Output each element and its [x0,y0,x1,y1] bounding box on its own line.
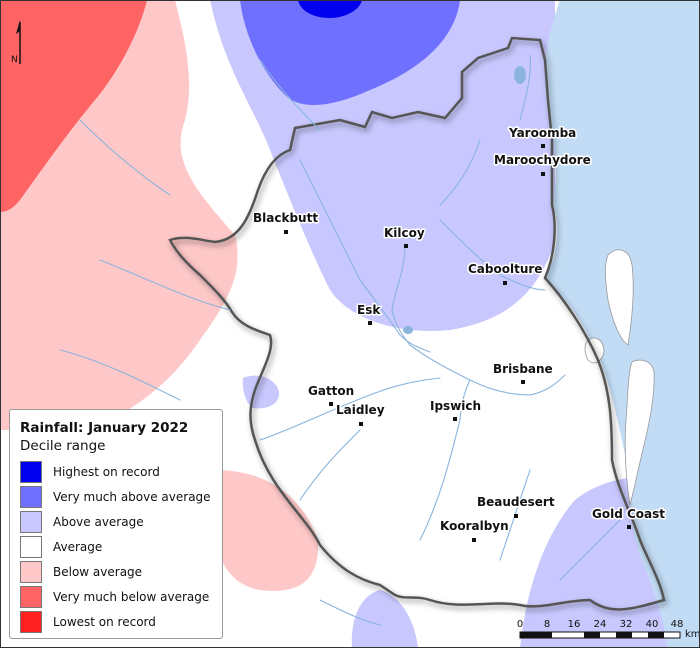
legend-item-very-much-below: Very much below average [20,584,212,609]
region-outline [168,36,666,611]
scale-bar: 0 8 16 24 32 40 48 km [517,619,700,640]
place-marker [472,538,476,542]
place-label-caboolture: Caboolture [468,262,542,276]
scale-tick-40: 40 [646,619,659,630]
legend-item-average: Average [20,534,212,559]
rivers [59,54,621,626]
place-marker [368,321,372,325]
legend-label: Highest on record [53,464,160,479]
place-label-yaroomba: Yaroomba [508,126,576,140]
place-marker [541,144,545,148]
place-label-kooralbyn: Kooralbyn [440,519,509,533]
legend-item-above: Above average [20,509,212,534]
place-marker [359,422,363,426]
scale-tick-24: 24 [594,619,607,630]
legend-item-lowest: Lowest on record [20,609,212,634]
legend-swatch [20,585,42,608]
legend-item-highest: Highest on record [20,459,212,484]
legend-swatch [20,560,42,583]
legend-item-below: Below average [20,559,212,584]
below-average-zone-southwest [212,470,319,591]
scale-unit: km [685,629,700,640]
place-marker [503,281,507,285]
legend-label: Below average [53,564,143,579]
legend-title: Rainfall: January 2022 [20,420,189,436]
place-label-kilcoy: Kilcoy [384,226,425,240]
place-label-gatton: Gatton [308,384,354,398]
legend-swatch [20,510,42,533]
legend-label: Average [53,539,103,554]
north-arrow: N [11,20,21,65]
above-average-zone-south [351,590,418,648]
place-marker [284,230,288,234]
scale-tick-32: 32 [620,619,633,630]
legend-item-very-much-above: Very much above average [20,484,212,509]
legend-subtitle: Decile range [20,438,106,454]
place-labels: Yaroomba Maroochydore Blackbutt Kilcoy C… [252,125,667,535]
island-south [624,359,655,506]
place-markers [284,144,631,542]
place-marker [521,380,525,384]
place-label-laidley: Laidley [336,403,385,417]
scale-tick-16: 16 [568,619,581,630]
place-label-ipswich: Ipswich [430,399,481,413]
legend-swatch [20,485,42,508]
place-marker [514,514,518,518]
legend-label: Lowest on record [53,614,156,629]
place-marker [329,402,333,406]
island-north [604,249,634,346]
scale-tick-48: 48 [671,619,684,630]
scale-tick-8: 8 [544,619,550,630]
legend-label: Very much below average [53,589,210,604]
legend-label: Very much above average [53,489,211,504]
place-label-beaudesert: Beaudesert [477,495,555,509]
legend-swatch [20,610,42,633]
place-label-blackbutt: Blackbutt [253,211,318,225]
legend: Rainfall: January 2022 Decile range High… [9,409,223,639]
scale-tick-0: 0 [517,619,523,630]
place-marker [404,244,408,248]
legend-label: Above average [53,514,144,529]
place-marker [627,525,631,529]
legend-swatch [20,460,42,483]
legend-swatch [20,535,42,558]
place-label-brisbane: Brisbane [493,362,553,376]
very-much-below-average-zone [0,0,147,212]
place-label-gold-coast: Gold Coast [592,507,665,521]
lakes [403,66,526,334]
place-marker [453,417,457,421]
highest-on-record-zone [298,0,362,18]
place-marker [541,172,545,176]
very-much-above-average-zone [240,0,460,106]
north-label: N [11,55,18,65]
place-label-esk: Esk [357,303,381,317]
place-label-maroochydore: Maroochydore [494,153,591,167]
